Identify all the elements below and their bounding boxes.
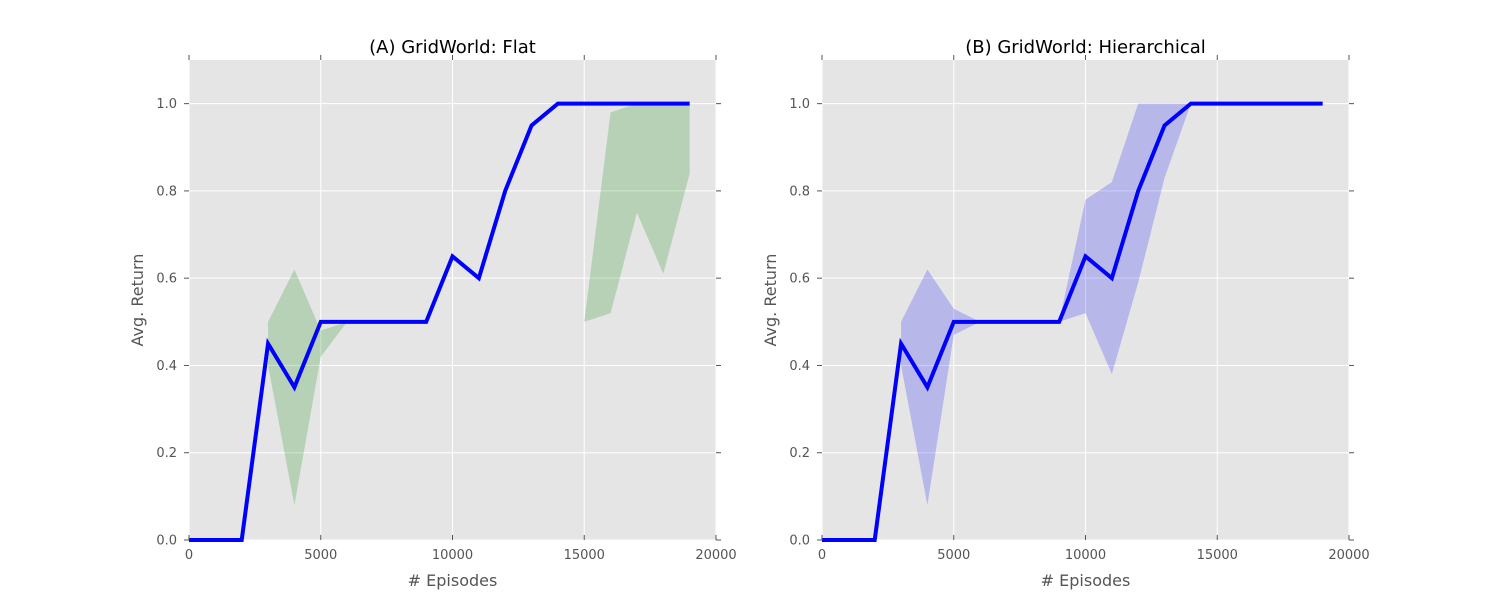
chart-0-y-tick-label-3: 0.6	[156, 272, 177, 287]
chart-0-x-axis-label: # Episodes	[408, 571, 498, 590]
chart-1-x-tick-label-2: 10000	[1065, 548, 1106, 563]
panel-hierarchical: 0 5000 10000 15000 20000 0.0 0.2 0.4 0.6 0.8 1.0 (B…	[761, 37, 1370, 590]
chart-1-y-axis-label: Avg. Return	[761, 254, 780, 347]
chart-0-y-tick-label-0: 0.0	[156, 534, 177, 549]
chart-1-x-tick-label-0: 0	[818, 548, 826, 563]
panel-flat: 0 5000 10000 15000 20000 0.0 0.2 0.4 0.6 0.8 1.0 (A…	[128, 37, 737, 590]
chart-0-y-tick-label-5: 1.0	[156, 97, 177, 112]
chart-1-x-tick-label-3: 15000	[1197, 548, 1238, 563]
chart-1-y-tick-label-0: 0.0	[789, 534, 810, 549]
chart-1-y-tick-label-4: 0.8	[789, 184, 810, 199]
chart-1-x-tick-label-1: 5000	[937, 548, 970, 563]
chart-1-y-tick-label-3: 0.6	[789, 272, 810, 287]
chart-1-x-tick-label-4: 20000	[1328, 548, 1369, 563]
chart-0-y-tick-label-1: 0.2	[156, 446, 177, 461]
chart-0-x-tick-label-1: 5000	[304, 548, 337, 563]
chart-0-x-tick-label-0: 0	[185, 548, 193, 563]
chart-1-series-line-0	[822, 101, 1323, 542]
chart-0-x-tick-label-2: 10000	[432, 548, 473, 563]
chart-0-y-tick-label-2: 0.4	[156, 359, 177, 374]
chart-1-x-axis-label: # Episodes	[1041, 571, 1131, 590]
chart-0-x-tick-label-3: 15000	[564, 548, 605, 563]
chart-1-band-0	[901, 103, 1323, 506]
chart-0-band-1	[584, 103, 690, 322]
chart-0-y-axis-label: Avg. Return	[128, 254, 147, 347]
chart-0-band-0	[268, 269, 348, 506]
chart-1-y-tick-label-2: 0.4	[789, 359, 810, 374]
chart-1-title: (B) GridWorld: Hierarchical	[965, 37, 1206, 58]
chart-0-title: (A) GridWorld: Flat	[369, 37, 536, 58]
chart-1-y-tick-label-5: 1.0	[789, 97, 810, 112]
chart-0-y-tick-label-4: 0.8	[156, 184, 177, 199]
chart-1-y-tick-label-1: 0.2	[789, 446, 810, 461]
chart-0-x-tick-label-4: 20000	[695, 548, 736, 563]
chart-0-series-line-0	[189, 101, 690, 542]
